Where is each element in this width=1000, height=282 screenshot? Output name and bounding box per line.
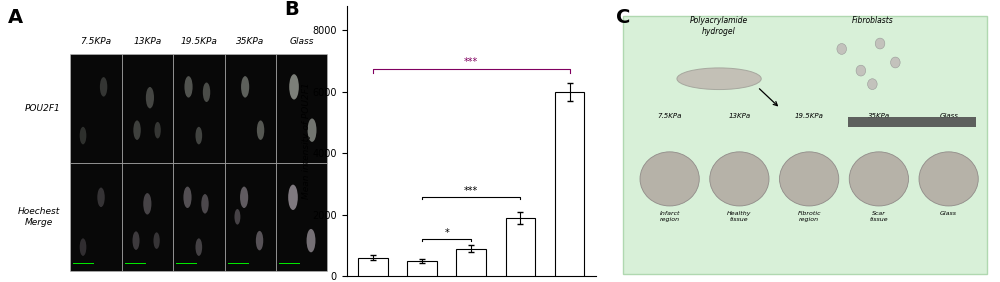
Ellipse shape — [100, 77, 107, 97]
Ellipse shape — [133, 231, 140, 250]
Text: 13KPa: 13KPa — [728, 113, 750, 119]
Ellipse shape — [919, 152, 978, 206]
Ellipse shape — [184, 76, 193, 98]
Ellipse shape — [710, 152, 769, 206]
Text: Scar
tissue: Scar tissue — [870, 212, 888, 222]
Bar — [225, 163, 276, 271]
Bar — [122, 163, 173, 271]
Bar — [358, 258, 388, 276]
Bar — [276, 54, 327, 163]
Ellipse shape — [97, 188, 105, 207]
Ellipse shape — [779, 152, 839, 206]
Bar — [276, 163, 327, 271]
Text: A: A — [8, 8, 23, 27]
Ellipse shape — [640, 152, 699, 206]
Ellipse shape — [241, 76, 249, 98]
Text: Fibroblasts: Fibroblasts — [851, 16, 893, 25]
Text: ***: *** — [464, 57, 478, 67]
Text: 7.5KPa: 7.5KPa — [80, 37, 111, 46]
Ellipse shape — [80, 127, 86, 144]
Text: C: C — [616, 8, 630, 27]
Text: 35KPa: 35KPa — [236, 37, 264, 46]
Ellipse shape — [146, 87, 154, 108]
Bar — [506, 218, 535, 276]
Ellipse shape — [153, 232, 160, 249]
Ellipse shape — [201, 194, 209, 213]
Text: 19.5KPa: 19.5KPa — [180, 37, 217, 46]
Text: 19.5KPa: 19.5KPa — [795, 113, 824, 119]
Text: Polyacrylamide
hydrogel: Polyacrylamide hydrogel — [690, 16, 748, 36]
Text: ***: *** — [464, 186, 478, 196]
Ellipse shape — [875, 38, 885, 49]
FancyArrowPatch shape — [759, 89, 777, 106]
Ellipse shape — [195, 238, 202, 256]
Text: *: * — [444, 228, 449, 238]
Bar — [173, 54, 225, 163]
Bar — [122, 54, 173, 163]
Ellipse shape — [256, 231, 263, 250]
Ellipse shape — [80, 238, 86, 256]
Y-axis label: Mean intensity of POU2F1: Mean intensity of POU2F1 — [302, 83, 311, 199]
Ellipse shape — [195, 127, 202, 144]
Ellipse shape — [891, 57, 900, 68]
Ellipse shape — [856, 65, 866, 76]
Ellipse shape — [234, 209, 240, 224]
Text: 13KPa: 13KPa — [133, 37, 161, 46]
Bar — [456, 249, 486, 276]
Bar — [173, 163, 225, 271]
Ellipse shape — [837, 43, 846, 54]
Ellipse shape — [308, 118, 316, 142]
Ellipse shape — [133, 120, 141, 140]
Text: Fibrotic
region: Fibrotic region — [797, 212, 821, 222]
Text: Infarct
region: Infarct region — [659, 212, 680, 222]
Text: Glass: Glass — [939, 113, 958, 119]
Bar — [848, 117, 976, 127]
Text: B: B — [284, 0, 299, 19]
Ellipse shape — [288, 185, 298, 210]
Text: POU2F1: POU2F1 — [25, 104, 60, 113]
Text: 7.5KPa: 7.5KPa — [657, 113, 682, 119]
Ellipse shape — [257, 120, 264, 140]
Bar — [70, 163, 122, 271]
Bar — [407, 261, 437, 276]
Ellipse shape — [307, 229, 315, 252]
Ellipse shape — [868, 79, 877, 90]
Text: Healthy
tissue: Healthy tissue — [727, 212, 752, 222]
Ellipse shape — [849, 152, 909, 206]
Ellipse shape — [240, 187, 248, 208]
Text: 35KPa: 35KPa — [868, 113, 890, 119]
Ellipse shape — [154, 122, 161, 138]
Ellipse shape — [183, 187, 192, 208]
Ellipse shape — [143, 193, 151, 215]
Bar — [225, 54, 276, 163]
Text: Hoechest
Merge: Hoechest Merge — [18, 207, 60, 226]
Ellipse shape — [203, 83, 210, 102]
Text: Glass: Glass — [290, 37, 314, 46]
Bar — [70, 54, 122, 163]
Text: Glass: Glass — [940, 212, 957, 216]
Bar — [555, 92, 584, 276]
Ellipse shape — [289, 74, 299, 100]
Ellipse shape — [677, 68, 761, 90]
